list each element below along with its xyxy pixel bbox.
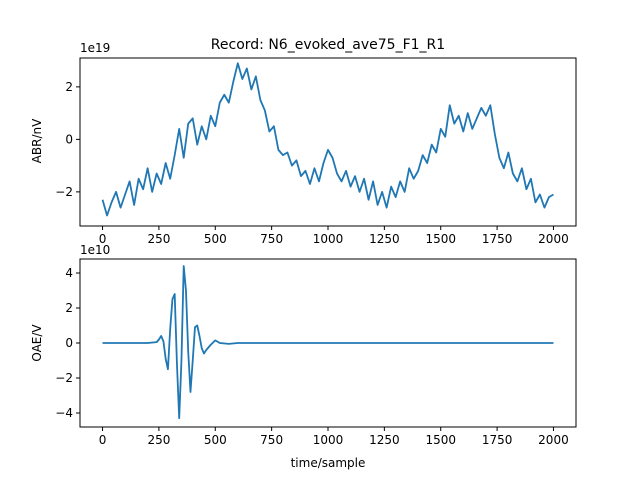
- abr-y-axis-label: ABR/nV: [30, 118, 44, 163]
- oae-x-tick-label: 1000: [313, 433, 344, 447]
- abr-plot-area: [101, 62, 554, 217]
- oae-plot-area: [102, 265, 554, 420]
- oae-y-axis-label: OAE/V: [30, 324, 44, 362]
- oae-series-line: [102, 265, 554, 420]
- oae-x-tick-label: 750: [260, 433, 283, 447]
- oae-y-tick-label: −4: [55, 406, 73, 420]
- abr-series-line: [101, 62, 554, 217]
- abr-subplot: Record: N6_evoked_ave75_F1_R1 1e19 ABR/n…: [30, 37, 577, 246]
- oae-x-tick-label: 1500: [425, 433, 456, 447]
- abr-x-tick-label: 1750: [482, 232, 513, 246]
- chart-title: Record: N6_evoked_ave75_F1_R1: [211, 37, 445, 53]
- abr-y-tick-label: −2: [55, 185, 73, 199]
- oae-y-tick-label: −2: [55, 371, 73, 385]
- abr-ticks: 0 250 500 750 1000 1250 1500 1750 2000 −2 0 2: [55, 80, 568, 246]
- abr-y-tick-label: 0: [65, 132, 73, 146]
- abr-x-tick-label: 2000: [538, 232, 569, 246]
- abr-x-tick-label: 250: [147, 232, 170, 246]
- oae-y-tick-label: 4: [65, 266, 73, 280]
- abr-x-tick-label: 0: [99, 232, 107, 246]
- oae-y-tick-label: 0: [65, 336, 73, 350]
- oae-x-tick-label: 250: [147, 433, 170, 447]
- oae-axes-frame: [79, 258, 577, 428]
- oae-x-tick-label: 1750: [482, 433, 513, 447]
- oae-x-tick-label: 2000: [538, 433, 569, 447]
- x-axis-label: time/sample: [291, 456, 366, 470]
- oae-x-tick-label: 500: [204, 433, 227, 447]
- abr-x-tick-label: 1000: [313, 232, 344, 246]
- abr-offset-text: 1e19: [80, 41, 110, 55]
- abr-x-tick-label: 1500: [425, 232, 456, 246]
- abr-axes-frame: [79, 57, 577, 227]
- oae-ticks: 0 250 500 750 1000 1250 1500 1750 2000 −4 −2 0 2 4: [55, 266, 568, 447]
- abr-x-tick-label: 750: [260, 232, 283, 246]
- oae-x-tick-label: 0: [99, 433, 107, 447]
- abr-y-tick-label: 2: [65, 80, 73, 94]
- oae-subplot: 1e10 OAE/V time/sample 0 250 500 750 1000 125…: [30, 243, 577, 470]
- abr-x-tick-label: 1250: [369, 232, 400, 246]
- oae-x-tick-label: 1250: [369, 433, 400, 447]
- oae-y-tick-label: 2: [65, 301, 73, 315]
- abr-x-tick-label: 500: [204, 232, 227, 246]
- oae-offset-text: 1e10: [80, 243, 110, 257]
